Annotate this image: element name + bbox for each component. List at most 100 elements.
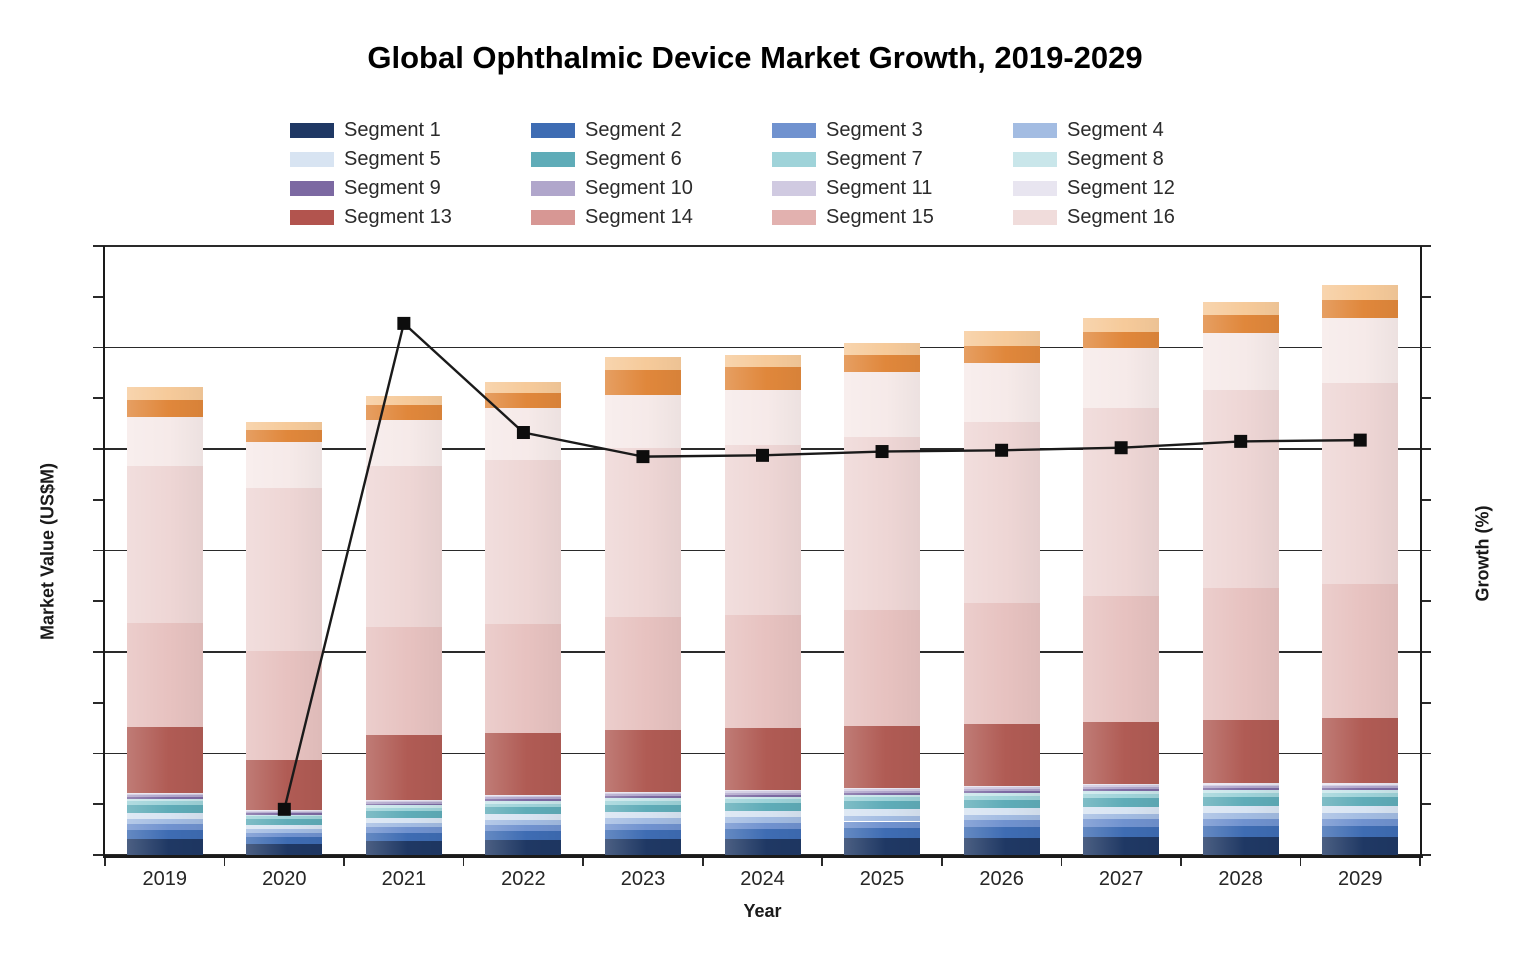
legend-item-segment-1: Segment 1 [290,118,441,142]
bar-segment-segment-10 [126,795,203,798]
x-tick-label-2027: 2027 [1098,868,1144,890]
bar-segment-segment-8 [724,796,801,800]
bar-segment-segment-12 [1322,783,1399,785]
bar-segment-unlabeled-orange-band [1083,331,1160,348]
bar-segment-segment-5 [246,824,323,829]
legend: Segment 1 Segment 2 Segment 3 Segment 4 Segm… [290,118,1254,234]
bar-segment-segment-7 [485,803,562,808]
right-axis-tick [1420,549,1431,552]
legend-item-segment-7: Segment 7 [772,147,923,171]
bar-segment-segment-6 [844,801,921,810]
bar-segment-segment-2 [604,829,681,840]
bar-segment-segment-5 [485,814,562,821]
bar-segment-unlabeled-peach-band [604,357,681,371]
bar-segment-segment-7 [365,807,442,812]
bar-segment-segment-2 [1322,826,1399,838]
bar-segment-segment-4 [724,817,801,823]
bar-segment-segment-8 [1083,791,1160,794]
bar-segment-segment-16 [1202,332,1279,390]
bar-segment-segment-11 [365,801,442,803]
bar-segment-segment-1 [365,841,442,855]
legend-label: Segment 4 [1067,118,1164,141]
left-axis-tick [93,549,105,552]
bar-segment-segment-14 [844,610,921,726]
bar-2028 [1202,302,1279,855]
bar-segment-segment-5 [1083,806,1160,814]
bar-segment-segment-14 [724,614,801,728]
bar-segment-segment-13 [126,726,203,793]
bar-segment-segment-15 [1083,407,1160,597]
legend-swatch [1013,180,1057,196]
bar-segment-segment-15 [126,466,203,623]
bar-segment-segment-14 [365,627,442,735]
x-tick-label-2028: 2028 [1218,868,1263,890]
legend-label: Segment 3 [826,118,923,141]
bar-segment-segment-12 [844,788,921,790]
bar-2025 [844,343,921,855]
x-axis-tick [701,855,704,866]
bar-segment-segment-15 [1202,390,1279,589]
right-axis-tick [1420,295,1431,298]
bar-segment-segment-5 [963,808,1040,815]
bar-segment-segment-7 [1083,793,1160,799]
right-axis-tick [1420,346,1431,349]
bar-segment-unlabeled-peach-band [963,330,1040,346]
bar-segment-segment-6 [1322,797,1399,807]
right-axis-title: Growth (%) [1472,505,1493,602]
bar-segment-unlabeled-orange-band [1322,299,1399,318]
bar-segment-segment-1 [246,843,323,855]
x-tick-label-2023: 2023 [620,868,666,890]
legend-item-segment-4: Segment 4 [1013,118,1164,142]
bar-segment-segment-11 [1083,785,1160,787]
bar-segment-segment-6 [963,799,1040,809]
bar-segment-segment-15 [724,445,801,615]
bar-segment-segment-6 [1202,797,1279,807]
legend-swatch [290,180,334,196]
bar-segment-segment-1 [485,840,562,855]
bar-segment-unlabeled-peach-band [1083,317,1160,332]
legend-swatch [531,180,575,196]
bar-segment-segment-6 [724,803,801,811]
bar-2023 [604,357,681,855]
x-tick-label-2029: 2029 [1337,868,1383,890]
bar-segment-segment-9 [1322,788,1399,791]
legend-swatch [290,209,334,225]
legend-item-segment-11: Segment 11 [772,176,932,200]
legend-item-segment-14: Segment 14 [531,205,693,229]
legend-label: Segment 16 [1067,205,1175,228]
bar-segment-segment-15 [963,421,1040,604]
bar-segment-unlabeled-orange-band [604,370,681,395]
major-gridline [105,245,1420,247]
left-axis-tick [93,346,105,349]
bar-segment-segment-7 [963,795,1040,800]
bar-segment-segment-1 [1202,837,1279,855]
bar-segment-segment-9 [724,794,801,797]
left-axis-tick [93,295,105,298]
bar-segment-segment-5 [724,810,801,818]
bar-segment-segment-3 [1083,819,1160,827]
bar-segment-segment-3 [1322,819,1399,827]
bar-segment-unlabeled-orange-band [724,366,801,390]
bar-segment-segment-9 [126,797,203,800]
left-axis-tick [93,448,105,450]
bar-segment-unlabeled-peach-band [724,355,801,367]
bar-segment-segment-14 [1202,588,1279,720]
bar-segment-segment-5 [126,812,203,819]
bar-segment-segment-13 [604,730,681,792]
bar-segment-segment-5 [1322,806,1399,814]
bar-segment-segment-16 [604,394,681,448]
legend-label: Segment 5 [344,147,441,170]
bar-segment-segment-5 [844,809,921,817]
bar-segment-segment-6 [126,805,203,813]
bar-segment-segment-4 [1322,813,1399,820]
bar-segment-segment-9 [1202,788,1279,791]
data-point-2021 [397,316,411,330]
bar-segment-unlabeled-orange-band [126,399,203,417]
legend-swatch [531,151,575,167]
bar-segment-segment-4 [844,816,921,822]
bar-segment-unlabeled-orange-band [365,404,442,420]
x-axis-tick [104,855,106,866]
bar-segment-segment-14 [1322,583,1399,718]
bar-segment-segment-5 [604,812,681,819]
bar-segment-segment-14 [963,603,1040,724]
